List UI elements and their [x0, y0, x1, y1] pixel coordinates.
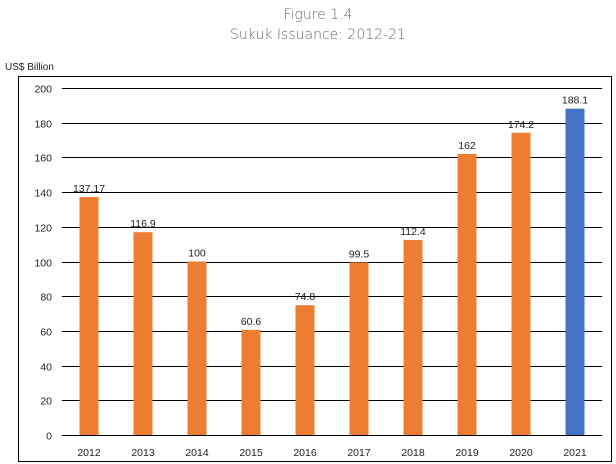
y-tick-label: 60 — [40, 327, 52, 339]
x-tick-label: 2014 — [185, 447, 209, 459]
data-label-2020: 174.2 — [508, 119, 534, 131]
data-labels: 137.17 116.9 100 60.6 74.8 99.5 112.4 162 174.2 1… — [73, 95, 588, 328]
x-tick-label: 2017 — [347, 447, 371, 459]
chart-subtitle: Sukuk Issuance: 2012-21 — [230, 27, 406, 43]
x-tick-label: 2021 — [563, 447, 587, 459]
x-tick-label: 2015 — [239, 447, 263, 459]
bar-2020 — [511, 132, 531, 435]
bar-2013 — [133, 232, 153, 435]
data-label-2018: 112.4 — [400, 226, 426, 238]
x-tick-label: 2018 — [401, 447, 425, 459]
bar-2016 — [295, 305, 315, 435]
chart-title: Figure 1.4 — [284, 7, 353, 23]
y-tick-label: 200 — [34, 84, 52, 96]
bar-2015 — [241, 329, 261, 435]
bar-2018 — [403, 239, 423, 435]
y-tick-label: 20 — [40, 396, 52, 408]
y-tick-label: 80 — [40, 292, 52, 304]
data-label-2016: 74.8 — [295, 291, 316, 303]
x-tick-label: 2013 — [131, 447, 155, 459]
y-tick-label: 40 — [40, 362, 52, 374]
y-tick-label: 0 — [46, 431, 52, 443]
y-tick-label: 160 — [34, 153, 52, 165]
y-tick-label: 120 — [34, 223, 52, 235]
x-tick-labels: 2012 2013 2014 2015 2016 2017 2018 2019 2020 2021 — [77, 447, 587, 459]
y-tick-label: 140 — [34, 188, 52, 200]
x-tick-label: 2019 — [455, 447, 479, 459]
data-label-2017: 99.5 — [349, 248, 370, 260]
data-label-2015: 60.6 — [241, 316, 262, 328]
bar-2014 — [187, 261, 207, 435]
data-label-2019: 162 — [458, 140, 476, 152]
x-tick-label: 2016 — [293, 447, 317, 459]
y-axis-unit-label: US$ Billion — [5, 62, 54, 73]
y-tick-label: 180 — [34, 119, 52, 131]
bar-2021 — [565, 108, 585, 436]
data-label-2013: 116.9 — [130, 218, 156, 230]
bars — [79, 108, 585, 436]
x-tick-label: 2020 — [509, 447, 533, 459]
x-tick-label: 2012 — [77, 447, 101, 459]
data-label-2012: 137.17 — [73, 183, 105, 195]
bar-2017 — [349, 262, 369, 435]
y-tick-labels: 0 20 40 60 80 100 120 140 160 180 200 — [34, 84, 52, 443]
data-label-2021: 188.1 — [562, 95, 588, 107]
data-label-2014: 100 — [188, 248, 206, 260]
y-tick-label: 100 — [34, 258, 52, 270]
bar-2019 — [457, 153, 477, 435]
plot-frame — [18, 76, 612, 462]
bar-2012 — [79, 197, 99, 435]
